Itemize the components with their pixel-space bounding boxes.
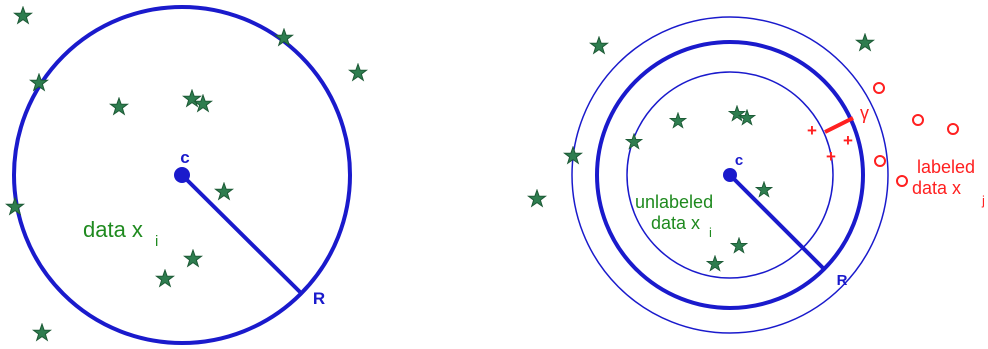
left-panel: c R data x i xyxy=(5,5,368,345)
star-icon xyxy=(13,6,33,24)
unlabeled-label-line2: data x xyxy=(651,213,700,233)
circle-outline-icon xyxy=(947,123,959,135)
plus-mark: + xyxy=(807,121,817,140)
star-icon xyxy=(214,182,234,200)
star-icon xyxy=(589,36,609,54)
margin-gamma-label: γ xyxy=(860,103,869,123)
left-data-label: data x xyxy=(83,217,143,242)
star-icon xyxy=(109,97,129,115)
right-inner-margin-sphere xyxy=(626,71,834,279)
star-icon xyxy=(669,112,687,129)
star-icon xyxy=(855,33,875,51)
left-data-subscript: i xyxy=(155,233,158,250)
unlabeled-label-subscript: i xyxy=(709,225,712,240)
circle-outline-icon xyxy=(874,155,886,167)
right-labeled-points xyxy=(873,82,959,187)
star-icon xyxy=(5,197,25,215)
circle-outline-icon xyxy=(896,175,908,187)
labeled-label-line2: data x xyxy=(912,178,961,198)
right-center-dot xyxy=(723,168,737,182)
plus-mark: + xyxy=(826,147,836,166)
right-outer-margin-sphere xyxy=(571,16,889,334)
star-icon xyxy=(32,323,52,341)
margin-segment xyxy=(824,116,854,134)
star-icon xyxy=(755,181,773,198)
left-enclosing-sphere xyxy=(12,5,352,345)
labeled-label-line1: labeled xyxy=(917,157,975,177)
right-panel: c R γ + + + unlabeled data x i labeled d… xyxy=(527,16,985,334)
right-radius-line xyxy=(728,173,827,272)
star-icon xyxy=(706,255,724,272)
unlabeled-label-line1: unlabeled xyxy=(635,192,713,212)
left-radius-line xyxy=(180,173,302,294)
star-icon xyxy=(527,189,547,207)
right-unlabeled-points xyxy=(527,33,875,272)
circle-outline-icon xyxy=(912,114,924,126)
circle-outline-icon xyxy=(873,82,885,94)
right-radius-label: R xyxy=(837,272,848,289)
left-center-label: c xyxy=(180,148,189,167)
star-icon xyxy=(348,63,368,81)
left-radius-label: R xyxy=(313,289,325,308)
right-decision-sphere xyxy=(595,40,865,310)
star-icon xyxy=(625,133,643,150)
plus-mark: + xyxy=(843,131,853,150)
star-icon xyxy=(730,237,748,254)
right-center-label: c xyxy=(735,152,743,169)
star-icon xyxy=(155,269,175,287)
star-icon xyxy=(183,249,203,267)
left-center-dot xyxy=(174,167,190,183)
labeled-label-subscript: j xyxy=(981,193,985,208)
